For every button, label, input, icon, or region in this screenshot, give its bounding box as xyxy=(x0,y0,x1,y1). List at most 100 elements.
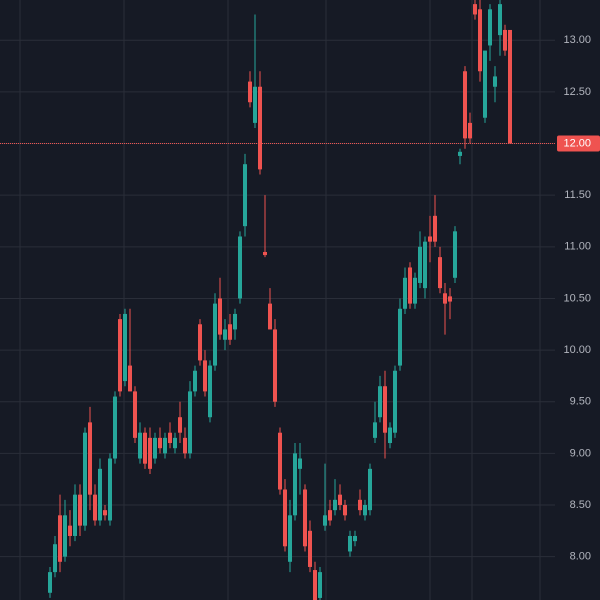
candle-body xyxy=(393,370,397,433)
candle-body xyxy=(503,29,507,51)
candle-body xyxy=(448,296,452,302)
candle-body xyxy=(343,504,347,516)
candle-body xyxy=(408,267,412,304)
candle-body xyxy=(268,303,272,330)
candle-body xyxy=(113,396,117,459)
candle-body xyxy=(478,9,482,72)
candle-body xyxy=(198,324,202,361)
candle-body xyxy=(238,236,242,299)
candle-body xyxy=(303,489,307,547)
candle-body xyxy=(223,329,227,340)
candle-body xyxy=(283,489,287,547)
candle-body xyxy=(273,329,277,402)
candle-body xyxy=(338,494,342,505)
y-tick-label: 8.50 xyxy=(570,499,591,511)
candle-body xyxy=(313,570,317,600)
candle-body xyxy=(353,535,357,542)
candle-body xyxy=(463,71,467,139)
candle-body xyxy=(323,515,327,526)
candle-body xyxy=(123,313,127,382)
candle-body xyxy=(383,386,387,433)
candle-body xyxy=(493,76,497,87)
y-tick-label: 12.50 xyxy=(563,86,591,98)
candle-body xyxy=(163,437,167,454)
candle-body xyxy=(143,432,147,464)
candle-body xyxy=(193,370,197,392)
candle-body xyxy=(248,81,252,103)
candle-body xyxy=(433,215,437,242)
candle-body xyxy=(53,544,57,573)
y-tick-label: 9.00 xyxy=(570,447,591,459)
last-price-badge xyxy=(557,135,600,152)
candle-body xyxy=(293,453,297,516)
candle-body xyxy=(148,437,152,469)
candle-body xyxy=(253,86,257,123)
candle-body xyxy=(63,515,67,557)
y-tick-label: 13.00 xyxy=(563,34,591,46)
candle-body xyxy=(213,303,217,366)
candle-body xyxy=(138,432,142,459)
candle-body xyxy=(108,458,112,521)
candle-body xyxy=(88,422,92,495)
candle-body xyxy=(243,164,247,227)
candle-body xyxy=(398,308,402,366)
candle-body xyxy=(263,251,267,256)
candle-body xyxy=(318,572,322,598)
candle-body xyxy=(93,494,97,521)
y-tick-label: 8.00 xyxy=(570,551,591,563)
candle-body xyxy=(68,525,72,536)
candle-body xyxy=(208,365,212,418)
last-price-label: 12.00 xyxy=(563,137,591,149)
y-tick-label: 10.50 xyxy=(563,292,591,304)
candle-body xyxy=(498,4,502,36)
candle-body xyxy=(98,468,102,521)
candle-body xyxy=(228,324,232,340)
candle-body xyxy=(468,122,472,139)
candle-body xyxy=(308,530,312,567)
candle-body xyxy=(483,50,487,118)
candle-body xyxy=(183,437,187,454)
candle-body xyxy=(58,515,62,562)
candle-body xyxy=(423,241,427,289)
candle-body xyxy=(453,231,457,278)
candles xyxy=(48,0,512,600)
candle-body xyxy=(413,277,417,304)
candle-body xyxy=(438,257,442,289)
candle-body xyxy=(278,432,282,490)
candle-body xyxy=(363,504,367,516)
candle-body xyxy=(358,499,362,511)
candle-body xyxy=(103,510,107,516)
candle-body xyxy=(378,386,382,418)
candle-body xyxy=(428,236,432,242)
candle-body xyxy=(153,437,157,459)
candle-body xyxy=(388,427,392,444)
candle-body xyxy=(128,365,132,392)
candle-body xyxy=(173,437,177,449)
candle-body xyxy=(78,494,82,526)
candle-body xyxy=(473,4,477,15)
candle-body xyxy=(188,391,192,454)
candle-body xyxy=(288,515,292,562)
candle-body xyxy=(333,499,337,511)
candle-body xyxy=(133,391,137,438)
candle-body xyxy=(218,298,222,335)
candle-body xyxy=(368,468,372,511)
candle-body xyxy=(118,319,122,392)
candle-body xyxy=(373,422,377,438)
candle-body xyxy=(233,313,237,330)
candle-body xyxy=(328,510,332,521)
candle-body xyxy=(298,458,302,469)
candle-body xyxy=(258,86,262,170)
vertical-grid xyxy=(19,0,541,600)
candle-body xyxy=(83,432,87,526)
y-tick-label: 9.50 xyxy=(570,396,591,408)
y-tick-label: 10.00 xyxy=(563,344,591,356)
candle-body xyxy=(488,9,492,46)
candle-body xyxy=(178,417,182,433)
candle-body xyxy=(168,432,172,444)
candle-body xyxy=(403,277,407,309)
candle-body xyxy=(348,535,352,552)
candle-body xyxy=(203,360,207,392)
candle-body xyxy=(418,246,422,283)
